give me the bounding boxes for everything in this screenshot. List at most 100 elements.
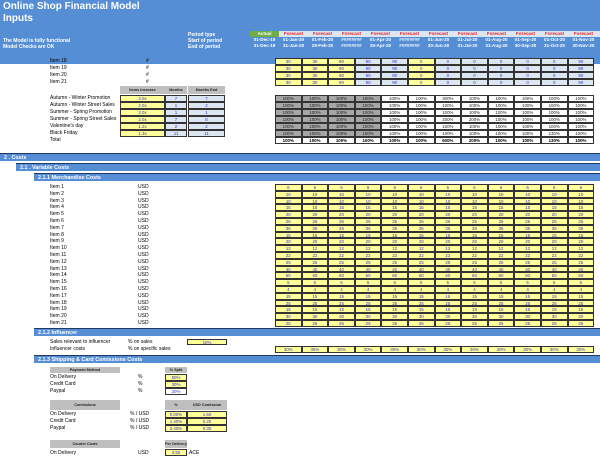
grid-cell[interactable]: 60: [381, 272, 408, 280]
grid-cell[interactable]: 15: [275, 231, 302, 239]
promo-increase-input[interactable]: 2.0x: [120, 116, 165, 123]
grid-cell[interactable]: 100%: [275, 102, 302, 109]
grid-cell[interactable]: 60: [301, 272, 329, 280]
usd-commission-input[interactable]: 1.50: [187, 411, 227, 418]
grid-cell[interactable]: 100%: [434, 102, 462, 109]
grid-cell[interactable]: 5: [407, 279, 435, 286]
grid-cell[interactable]: 90: [328, 58, 355, 65]
grid-cell[interactable]: 100%: [461, 95, 488, 102]
grid-cell[interactable]: 35: [434, 224, 462, 232]
grid-cell[interactable]: 60: [540, 272, 568, 280]
grid-cell[interactable]: 15: [354, 204, 382, 212]
grid-cell[interactable]: 25: [514, 299, 541, 307]
grid-cell[interactable]: 100%: [487, 130, 515, 137]
grid-cell[interactable]: 25: [487, 320, 515, 327]
grid-cell[interactable]: 10: [461, 190, 488, 198]
grid-cell[interactable]: 0: [514, 72, 541, 79]
grid-cell[interactable]: 10: [567, 197, 595, 205]
grid-cell[interactable]: 6: [275, 184, 302, 191]
grid-cell[interactable]: 5: [540, 279, 568, 286]
grid-cell[interactable]: 15: [354, 231, 382, 239]
grid-cell[interactable]: 30: [275, 58, 302, 65]
grid-cell[interactable]: 6: [301, 184, 329, 191]
grid-cell[interactable]: 10: [514, 190, 541, 198]
grid-cell[interactable]: 10: [301, 197, 329, 205]
grid-cell[interactable]: 30: [328, 313, 355, 320]
grid-cell[interactable]: 12: [434, 245, 462, 252]
split-input[interactable]: 50%: [165, 374, 187, 381]
grid-cell[interactable]: 100%: [514, 130, 541, 137]
grid-cell[interactable]: 15: [301, 306, 329, 314]
usd-commission-input[interactable]: 0.25: [187, 418, 227, 425]
grid-cell[interactable]: 10: [487, 197, 515, 205]
grid-cell[interactable]: 200%: [434, 116, 462, 123]
grid-cell[interactable]: 15: [461, 292, 488, 300]
grid-cell[interactable]: 40: [381, 265, 408, 273]
grid-cell[interactable]: 25: [275, 218, 302, 225]
grid-cell[interactable]: 130%: [540, 130, 568, 137]
grid-cell[interactable]: 60: [567, 272, 595, 280]
grid-cell[interactable]: 100%: [301, 116, 329, 123]
grid-cell[interactable]: 60: [275, 272, 302, 280]
grid-cell[interactable]: 90: [381, 58, 408, 65]
grid-cell[interactable]: 130%: [540, 137, 568, 144]
grid-cell[interactable]: 100%: [328, 102, 355, 109]
grid-cell[interactable]: 20: [275, 211, 302, 218]
grid-cell[interactable]: 60: [487, 272, 515, 280]
grid-cell[interactable]: 5: [275, 279, 302, 286]
grid-cell[interactable]: 30: [301, 313, 329, 320]
grid-cell[interactable]: 100%: [275, 130, 302, 137]
grid-cell[interactable]: 6: [461, 184, 488, 191]
grid-cell[interactable]: 25: [434, 299, 462, 307]
grid-cell[interactable]: 100%: [354, 130, 382, 137]
grid-cell[interactable]: 5: [487, 279, 515, 286]
grid-cell[interactable]: 35: [540, 224, 568, 232]
grid-cell[interactable]: 20: [381, 211, 408, 218]
grid-cell[interactable]: 100%: [567, 130, 595, 137]
grid-cell[interactable]: 25: [301, 218, 329, 225]
grid-cell[interactable]: 100%: [301, 123, 329, 130]
grid-cell[interactable]: 100%: [407, 95, 435, 102]
grid-cell[interactable]: 25: [407, 218, 435, 225]
grid-cell[interactable]: 25: [514, 258, 541, 266]
grid-cell[interactable]: 10: [381, 197, 408, 205]
grid-cell[interactable]: 15: [354, 292, 382, 300]
grid-cell[interactable]: 25: [434, 218, 462, 225]
pct-commission-input[interactable]: 3.40%: [165, 425, 187, 432]
grid-cell[interactable]: 35: [301, 224, 329, 232]
grid-cell[interactable]: 4: [487, 286, 515, 293]
grid-cell[interactable]: 35: [381, 224, 408, 232]
grid-cell[interactable]: 0: [540, 58, 568, 65]
grid-cell[interactable]: 30%: [275, 346, 302, 353]
grid-cell[interactable]: 30: [461, 313, 488, 320]
grid-cell[interactable]: 10: [407, 190, 435, 198]
grid-cell[interactable]: 100%: [514, 123, 541, 130]
grid-cell[interactable]: 90: [381, 65, 408, 72]
grid-cell[interactable]: 20: [407, 211, 435, 218]
grid-cell[interactable]: 30: [301, 65, 329, 72]
grid-cell[interactable]: 10: [354, 190, 382, 198]
grid-cell[interactable]: 30: [301, 72, 329, 79]
grid-cell[interactable]: 25: [567, 258, 595, 266]
grid-cell[interactable]: 22: [434, 252, 462, 259]
grid-cell[interactable]: 12: [354, 245, 382, 252]
grid-cell[interactable]: 20: [354, 238, 382, 246]
grid-cell[interactable]: 100%: [328, 95, 355, 102]
promo-end-input[interactable]: 2: [188, 123, 225, 130]
grid-cell[interactable]: 20: [567, 238, 595, 246]
grid-cell[interactable]: 25: [407, 258, 435, 266]
promo-end-input[interactable]: 2: [188, 102, 225, 109]
grid-cell[interactable]: 12: [487, 245, 515, 252]
grid-cell[interactable]: 22: [381, 252, 408, 259]
grid-cell[interactable]: 40: [328, 265, 355, 273]
grid-cell[interactable]: 15: [434, 292, 462, 300]
grid-cell[interactable]: 30: [275, 65, 302, 72]
grid-cell[interactable]: 15: [487, 292, 515, 300]
grid-cell[interactable]: 100%: [381, 116, 408, 123]
grid-cell[interactable]: 60: [514, 272, 541, 280]
grid-cell[interactable]: 6: [354, 184, 382, 191]
grid-cell[interactable]: 100%: [461, 109, 488, 116]
grid-cell[interactable]: 10: [540, 190, 568, 198]
grid-cell[interactable]: 30%: [301, 346, 329, 353]
grid-cell[interactable]: 0: [514, 79, 541, 86]
